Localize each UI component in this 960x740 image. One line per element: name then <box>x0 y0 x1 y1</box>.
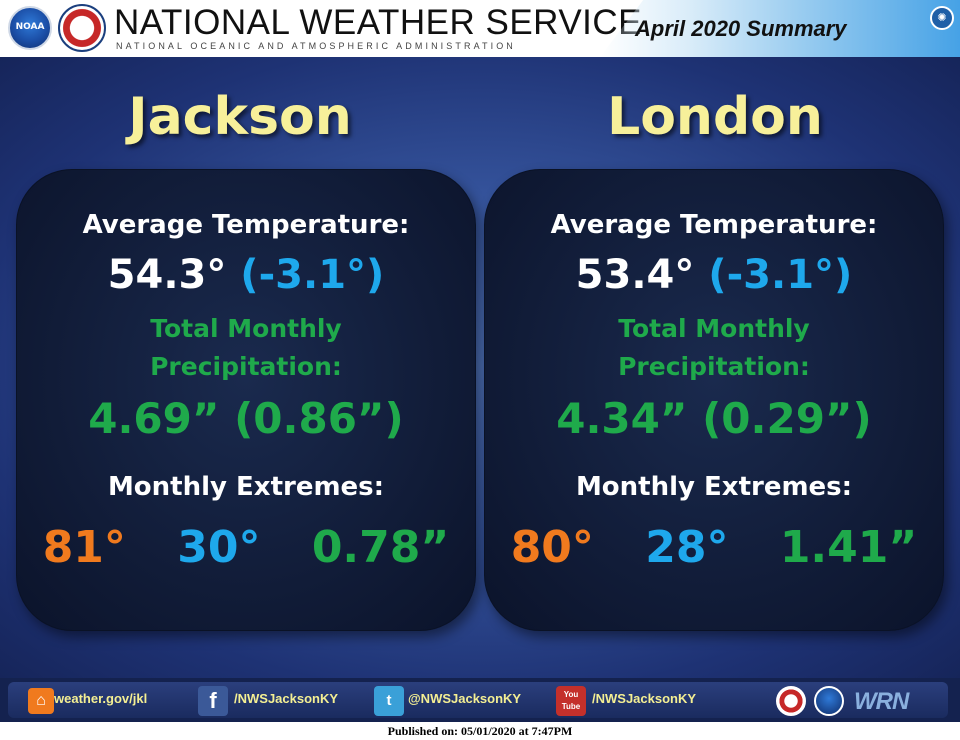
footer: ⌂ weather.gov/jkl f /NWSJacksonKY t @NWS… <box>0 678 960 722</box>
avg-temp-departure: (-3.1°) <box>708 252 853 298</box>
avg-temp-label: Average Temperature: <box>550 210 878 240</box>
extremes-row: 81° 30° 0.78” <box>17 522 475 573</box>
wrn-logo-icon: WRN <box>854 688 909 715</box>
precip-label: Total Monthly Precipitation: <box>485 310 943 386</box>
link-website[interactable]: weather.gov/jkl <box>54 691 148 706</box>
avg-temp-label: Average Temperature: <box>82 210 410 240</box>
noaa-logo-text: NOAA <box>15 22 45 32</box>
footer-bar: ⌂ weather.gov/jkl f /NWSJacksonKY t @NWS… <box>8 682 948 718</box>
extreme-low: 28° <box>645 522 729 573</box>
avg-temp-value: 53.4° <box>575 252 695 298</box>
precip-row: 4.69” (0.86”) <box>17 394 475 443</box>
precip-label-line1: Total Monthly <box>618 314 810 343</box>
noaa-logo-icon: NOAA <box>8 6 52 50</box>
panel-jackson: Average Temperature: 54.3° (-3.1°) Total… <box>16 169 476 631</box>
precip-total: 4.69” <box>88 394 220 443</box>
avg-temp-departure: (-3.1°) <box>240 252 385 298</box>
published-timestamp: Published on: 05/01/2020 at 7:47PM <box>387 724 573 738</box>
youtube-icon[interactable]: You Tube <box>556 686 586 716</box>
extremes-row: 80° 28° 1.41” <box>485 522 943 573</box>
precip-label-line1: Total Monthly <box>150 314 342 343</box>
commerce-seal-icon: ✺ <box>930 6 954 30</box>
twitter-icon[interactable]: t <box>374 686 404 716</box>
facebook-icon[interactable]: f <box>198 686 228 716</box>
nws-logo-icon <box>58 4 106 52</box>
precip-departure: (0.86”) <box>234 394 404 443</box>
extreme-high: 80° <box>510 522 594 573</box>
home-icon[interactable]: ⌂ <box>28 688 54 714</box>
city-title-jackson: Jackson <box>128 87 352 147</box>
link-facebook[interactable]: /NWSJacksonKY <box>234 691 339 706</box>
precip-total: 4.34” <box>556 394 688 443</box>
brand-subtitle: NATIONAL OCEANIC AND ATMOSPHERIC ADMINIS… <box>116 41 516 51</box>
city-title-london: London <box>607 87 823 147</box>
link-youtube[interactable]: /NWSJacksonKY <box>592 691 697 706</box>
main-content: Jackson London Average Temperature: 54.3… <box>0 57 960 678</box>
header-swoosh <box>600 0 960 57</box>
noaa-logo-icon <box>814 686 844 716</box>
precip-departure: (0.29”) <box>702 394 872 443</box>
extremes-label: Monthly Extremes: <box>107 472 385 502</box>
extreme-precip: 0.78” <box>311 522 450 573</box>
panel-london: Average Temperature: 53.4° (-3.1°) Total… <box>484 169 944 631</box>
avg-temp-value: 54.3° <box>107 252 227 298</box>
extremes-label: Monthly Extremes: <box>575 472 853 502</box>
extreme-low: 30° <box>177 522 261 573</box>
youtube-glyph-line2: Tube <box>561 702 581 711</box>
precip-label: Total Monthly Precipitation: <box>17 310 475 386</box>
avg-temp-row: 53.4° (-3.1°) <box>485 252 943 298</box>
precip-label-line2: Precipitation: <box>618 352 810 381</box>
youtube-glyph-line1: You <box>563 690 579 699</box>
precip-label-line2: Precipitation: <box>150 352 342 381</box>
link-twitter[interactable]: @NWSJacksonKY <box>408 691 522 706</box>
extreme-precip: 1.41” <box>779 522 918 573</box>
precip-row: 4.34” (0.29”) <box>485 394 943 443</box>
header: NOAA NATIONAL WEATHER SERVICE NATIONAL O… <box>0 0 960 57</box>
brand-title: NATIONAL WEATHER SERVICE <box>114 3 643 42</box>
extreme-high: 81° <box>42 522 126 573</box>
avg-temp-row: 54.3° (-3.1°) <box>17 252 475 298</box>
summary-label: April 2020 Summary <box>635 16 847 41</box>
nws-logo-icon <box>776 686 806 716</box>
